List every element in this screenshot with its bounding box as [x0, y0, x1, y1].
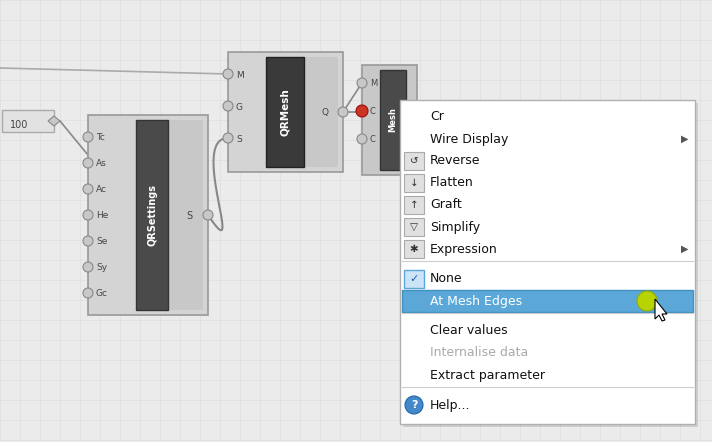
Bar: [88, 115, 208, 315]
Text: Expression: Expression: [430, 243, 498, 255]
Circle shape: [223, 101, 233, 111]
Text: ▶: ▶: [681, 134, 689, 144]
Bar: [228, 52, 343, 172]
Circle shape: [83, 210, 93, 220]
Circle shape: [83, 288, 93, 298]
Bar: [403, 103, 698, 427]
Text: Ac: Ac: [96, 186, 107, 194]
Text: Gc: Gc: [96, 290, 108, 298]
Text: As: As: [96, 160, 107, 168]
Bar: [168, 120, 203, 310]
Bar: [136, 120, 168, 310]
Text: Clear values: Clear values: [430, 324, 508, 338]
Text: Mesh: Mesh: [389, 107, 397, 133]
Text: QRSettings: QRSettings: [147, 184, 157, 246]
Text: ▽: ▽: [410, 222, 418, 232]
Text: He: He: [96, 212, 108, 221]
Text: Graft: Graft: [430, 198, 462, 212]
Text: ▶: ▶: [681, 244, 689, 254]
Bar: [404, 152, 424, 170]
Circle shape: [356, 105, 368, 117]
Circle shape: [637, 291, 657, 311]
Polygon shape: [655, 299, 667, 321]
Bar: [380, 70, 406, 170]
Text: ✱: ✱: [409, 244, 419, 254]
Text: Tc: Tc: [96, 133, 105, 142]
Text: M: M: [370, 80, 377, 88]
Text: Flatten: Flatten: [430, 176, 473, 190]
Bar: [266, 57, 304, 167]
Text: ✓: ✓: [409, 274, 419, 284]
Bar: [404, 218, 424, 236]
Text: Extract parameter: Extract parameter: [430, 369, 545, 381]
Text: Cr: Cr: [430, 110, 444, 123]
Bar: [402, 290, 693, 312]
Text: 100: 100: [10, 120, 28, 130]
Text: Q: Q: [321, 108, 328, 118]
Text: Simplify: Simplify: [430, 221, 480, 233]
Bar: [2, 110, 54, 132]
Circle shape: [83, 236, 93, 246]
Text: ↺: ↺: [409, 156, 419, 166]
Bar: [404, 270, 424, 288]
Circle shape: [357, 106, 367, 116]
Text: ↓: ↓: [409, 178, 419, 188]
Circle shape: [203, 210, 213, 220]
Bar: [362, 65, 417, 175]
Text: Internalise data: Internalise data: [430, 347, 528, 359]
Text: QRMesh: QRMesh: [280, 88, 290, 136]
Text: Sy: Sy: [96, 263, 107, 273]
Circle shape: [338, 107, 348, 117]
Text: At Mesh Edges: At Mesh Edges: [430, 294, 522, 308]
Text: Se: Se: [96, 237, 108, 247]
Text: Help...: Help...: [430, 399, 471, 412]
Text: Wire Display: Wire Display: [430, 133, 508, 145]
Bar: [404, 174, 424, 192]
Text: None: None: [430, 273, 463, 286]
Polygon shape: [48, 116, 60, 126]
Circle shape: [223, 133, 233, 143]
Circle shape: [83, 184, 93, 194]
Circle shape: [405, 396, 423, 414]
Text: G: G: [236, 103, 243, 111]
Circle shape: [357, 134, 367, 144]
Bar: [404, 196, 424, 214]
Text: M: M: [236, 71, 244, 80]
Circle shape: [223, 69, 233, 79]
Text: S: S: [236, 134, 242, 144]
Circle shape: [83, 158, 93, 168]
Text: ?: ?: [411, 400, 417, 410]
Bar: [400, 100, 695, 424]
Circle shape: [357, 78, 367, 88]
Text: ↑: ↑: [409, 200, 419, 210]
Circle shape: [83, 262, 93, 272]
Text: C: C: [370, 136, 376, 145]
Circle shape: [83, 132, 93, 142]
Text: C: C: [370, 107, 376, 117]
Bar: [404, 240, 424, 258]
Text: S: S: [186, 211, 192, 221]
Bar: [304, 57, 338, 167]
Text: Reverse: Reverse: [430, 155, 481, 168]
